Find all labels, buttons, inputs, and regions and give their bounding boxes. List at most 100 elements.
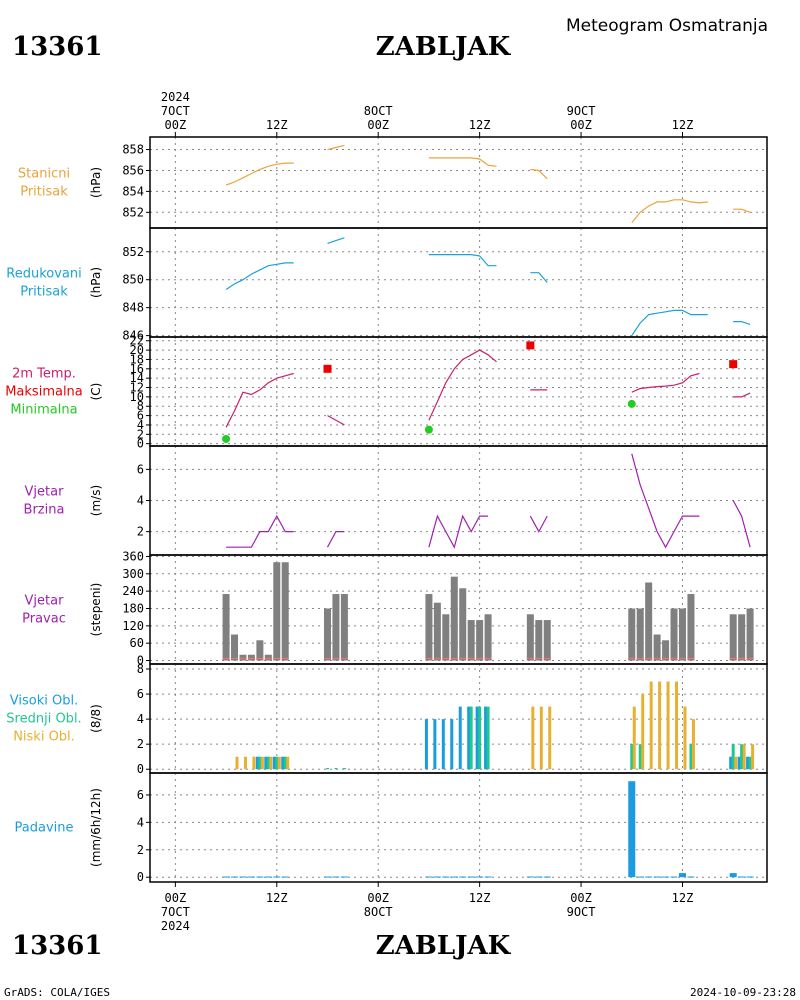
y-tick-label: 360 — [122, 549, 144, 563]
cloud-bar — [632, 706, 636, 770]
precip-bar — [340, 876, 348, 878]
series-line — [631, 309, 708, 336]
y-axis-label: (m/s) — [89, 485, 103, 516]
precip-bar — [484, 876, 492, 878]
precip-bar — [222, 876, 230, 878]
panel-frame — [149, 772, 768, 883]
cloud-bar — [751, 744, 755, 770]
precip-bar — [678, 873, 686, 878]
series-line — [225, 162, 294, 186]
y-tick-label: 300 — [122, 567, 144, 581]
precip-bar — [476, 876, 484, 878]
y-tick-label: 6 — [137, 788, 144, 802]
cloud-bar — [255, 756, 259, 770]
y-tick-label: 4 — [137, 815, 144, 829]
precip-bar — [636, 876, 644, 878]
precip-bar — [645, 876, 653, 878]
series-line — [530, 272, 548, 283]
y-tick-label: 852 — [122, 245, 144, 259]
cloud-bar — [737, 756, 741, 770]
y-tick-label: 6 — [137, 409, 144, 423]
x-tick-label-top: 8OCT — [364, 104, 393, 118]
cloud-bar — [275, 756, 279, 770]
cloud-bar — [283, 756, 287, 770]
y-tick-label: 18 — [130, 352, 144, 366]
series-line — [732, 500, 751, 548]
cloud-bar — [264, 756, 268, 770]
cloud-bar — [266, 756, 270, 770]
direction-bar — [670, 608, 678, 661]
variable-label: Visoki Obl. — [10, 694, 78, 709]
cloud-bar — [469, 706, 473, 770]
series-line — [327, 415, 345, 426]
precip-bar — [729, 873, 737, 878]
max-temp-marker — [526, 341, 535, 350]
cloud-bar — [235, 756, 239, 770]
y-tick-label: 8 — [137, 399, 144, 413]
cloud-bar — [433, 719, 437, 770]
cloud-bar — [458, 706, 462, 770]
cloud-bar — [734, 756, 738, 770]
y-tick-label: 16 — [130, 362, 144, 376]
x-tick-label-bottom: 00Z — [367, 891, 389, 905]
y-tick-label: 240 — [122, 584, 144, 598]
panel-4: 2 4 6 (m/s) Vjetar Brzina — [24, 445, 768, 556]
meteogram-title: Meteogram Osmatranja — [566, 16, 768, 36]
series-line — [428, 157, 497, 167]
direction-bar — [323, 608, 331, 661]
min-temp-marker — [424, 425, 433, 434]
cloud-bar — [691, 719, 695, 770]
precip-bar — [526, 876, 534, 878]
x-tick-label-bottom: 7OCT — [161, 905, 190, 919]
precip-bar — [450, 876, 458, 878]
cloud-bar — [748, 756, 752, 770]
cloud-bar — [638, 744, 642, 770]
cloud-bar — [486, 706, 490, 770]
series-line — [226, 514, 294, 548]
y-tick-label: 0 — [137, 654, 144, 668]
direction-bar — [476, 620, 484, 661]
series-line — [225, 262, 294, 290]
precip-bar — [628, 781, 636, 878]
panels: 852854856858(hPa)StanicniPritisak8468488… — [5, 90, 768, 933]
cloud-bar — [740, 744, 744, 770]
series-line — [733, 208, 751, 213]
panel-6: 0 2 4 6 8 (8/8) Visoki Obl. Srednji Obl. Niski O… — [6, 662, 768, 776]
direction-bar — [653, 634, 661, 661]
precip-bar — [256, 876, 264, 878]
panel-1: 852 854 856 858 (hPa) Stanicni Pritisak — [18, 136, 768, 229]
precip-bar — [281, 876, 289, 878]
cloud-bar — [484, 706, 488, 770]
series-line — [530, 168, 548, 180]
direction-bar — [239, 654, 247, 661]
footer-right: 2024-10-09-23:28 — [690, 986, 796, 999]
y-tick-label: 0 — [137, 437, 144, 451]
precip-bar — [323, 876, 331, 878]
cloud-bar — [277, 756, 281, 770]
variable-label: Pritisak — [20, 285, 68, 300]
x-tick-label-bottom: 9OCT — [567, 905, 596, 919]
panel-2: 846 848 850 852 (hPa) Redukovani Pritisak — [6, 227, 768, 343]
series-line — [733, 392, 751, 398]
y-tick-label: 4 — [137, 494, 144, 508]
footer-left: GrADS: COLA/IGES — [4, 986, 110, 999]
x-tick-label-top: 00Z — [367, 118, 389, 132]
cloud-bar — [666, 681, 670, 770]
y-tick-label: 856 — [122, 163, 144, 177]
station-id-bottom: 13361 — [12, 931, 102, 961]
cloud-bar — [531, 706, 535, 770]
series-line — [631, 199, 708, 224]
series-line — [326, 531, 345, 548]
direction-bar — [222, 594, 230, 661]
panel-frame — [149, 136, 768, 229]
direction-bar — [450, 576, 458, 661]
x-tick-label-top: 12Z — [672, 118, 694, 132]
series-line — [327, 144, 345, 151]
precip-bar — [442, 876, 450, 878]
direction-bar — [645, 582, 653, 661]
direction-bar — [484, 614, 492, 661]
direction-bar — [628, 608, 636, 661]
precip-bar — [746, 876, 754, 878]
y-tick-label: 858 — [122, 143, 144, 157]
precip-bar — [239, 876, 247, 878]
